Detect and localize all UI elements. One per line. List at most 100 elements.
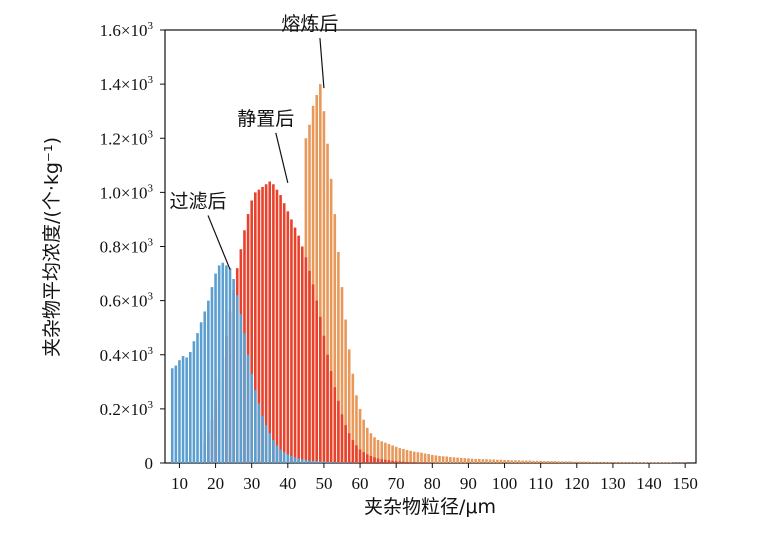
bar-1-45 <box>365 454 369 463</box>
bar-0-54 <box>398 448 402 463</box>
bar-2-22 <box>250 373 253 463</box>
bar-1-58 <box>412 462 416 463</box>
bar-2-37 <box>304 459 308 463</box>
bar-0-64 <box>434 455 438 463</box>
bar-0-91 <box>532 460 535 463</box>
bar-1-43 <box>358 449 362 463</box>
y-tick-label-0: 0 <box>145 454 154 473</box>
bar-2-39 <box>311 460 315 463</box>
x-tick-label-0: 10 <box>171 474 188 493</box>
bar-0-98 <box>557 461 561 463</box>
bar-1-42 <box>355 445 358 463</box>
bar-2-44 <box>329 461 333 463</box>
bar-0-63 <box>431 454 434 463</box>
bar-0-82 <box>499 459 503 463</box>
bar-0-101 <box>568 461 571 463</box>
bar-0-51 <box>387 444 391 463</box>
x-tick-label-7: 80 <box>424 474 441 493</box>
bar-0-110 <box>600 461 604 463</box>
bar-2-38 <box>308 460 311 463</box>
bar-1-20 <box>275 189 279 464</box>
bar-1-25 <box>293 227 297 463</box>
bar-0-85 <box>510 460 514 463</box>
bar-0-44 <box>362 419 365 463</box>
x-tick-label-8: 90 <box>460 474 477 493</box>
y-tick-label-1: 0.2×103 <box>100 399 154 419</box>
bar-0-61 <box>423 453 427 463</box>
bar-1-17 <box>264 184 268 463</box>
bar-2-8 <box>199 322 203 463</box>
bar-0-55 <box>402 448 405 463</box>
bar-2-13 <box>217 265 221 463</box>
bar-0-113 <box>611 462 615 463</box>
bar-1-37 <box>337 400 340 463</box>
bar-0-106 <box>586 461 589 463</box>
bar-1-40 <box>347 433 351 463</box>
bar-1-26 <box>297 235 300 463</box>
bar-1-53 <box>394 461 398 463</box>
bar-2-12 <box>214 273 217 463</box>
bar-2-0 <box>170 368 174 463</box>
x-axis-title: 夹杂物粒径/μm <box>364 496 496 518</box>
bar-2-40 <box>315 461 319 463</box>
bar-1-55 <box>402 461 405 463</box>
annotation-leader-2 <box>207 215 231 270</box>
x-tick-label-1: 20 <box>207 474 224 493</box>
bar-0-128 <box>665 462 669 463</box>
bar-0-53 <box>394 446 398 463</box>
x-tick-label-9: 100 <box>492 474 518 493</box>
bar-0-99 <box>561 461 564 463</box>
bar-0-126 <box>658 462 662 463</box>
bar-0-104 <box>579 461 582 463</box>
annotation-label-0: 熔炼后 <box>281 13 338 35</box>
bar-0-79 <box>488 459 492 463</box>
bar-2-3 <box>181 356 185 463</box>
bar-0-77 <box>481 459 485 463</box>
bar-2-17 <box>232 278 235 463</box>
bar-0-43 <box>358 408 362 464</box>
bar-1-13 <box>250 200 253 464</box>
y-tick-label-2: 0.4×103 <box>100 345 154 365</box>
plot-frame <box>164 29 697 464</box>
bar-0-87 <box>517 460 521 463</box>
bar-1-21 <box>279 195 282 463</box>
bar-2-45 <box>333 462 337 463</box>
bar-0-108 <box>593 461 597 463</box>
bar-1-19 <box>272 184 275 463</box>
bar-0-33 <box>322 111 326 463</box>
bar-2-21 <box>246 354 250 463</box>
bar-0-92 <box>535 460 539 463</box>
bar-2-10 <box>207 300 210 464</box>
bar-0-107 <box>589 461 593 463</box>
bar-1-14 <box>254 192 257 464</box>
annotation-leader-1 <box>275 132 289 183</box>
bar-2-28 <box>272 440 275 463</box>
bar-2-30 <box>279 449 282 463</box>
bar-2-6 <box>192 341 196 463</box>
bar-0-49 <box>380 441 384 463</box>
bar-0-46 <box>369 433 373 463</box>
bar-0-122 <box>644 462 647 463</box>
bar-1-54 <box>398 461 402 463</box>
annotation-label-2: 过滤后 <box>170 190 227 212</box>
bar-0-123 <box>647 462 651 463</box>
bar-2-7 <box>196 333 199 463</box>
bar-0-109 <box>597 461 600 463</box>
bar-1-18 <box>268 181 272 464</box>
bar-2-36 <box>300 459 304 463</box>
bar-0-73 <box>467 458 470 463</box>
bar-0-72 <box>463 458 467 463</box>
bar-2-11 <box>210 287 214 463</box>
bar-0-52 <box>391 445 394 463</box>
bar-2-35 <box>297 458 300 463</box>
bar-0-70 <box>456 457 459 463</box>
bar-0-124 <box>651 462 654 463</box>
bar-0-56 <box>405 450 409 463</box>
bar-0-36 <box>333 214 337 463</box>
bar-1-16 <box>261 186 264 463</box>
x-tick-label-6: 70 <box>388 474 405 493</box>
bar-1-15 <box>257 189 261 464</box>
bar-0-95 <box>546 461 550 463</box>
bar-0-34 <box>326 143 329 463</box>
